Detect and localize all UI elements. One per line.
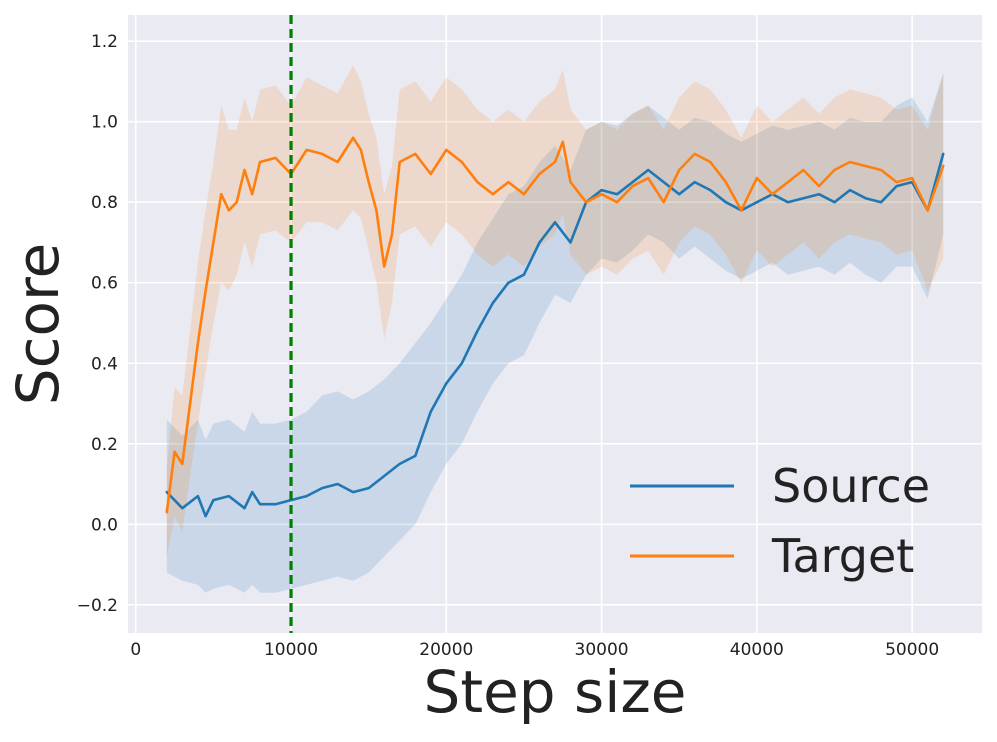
x-tick-label: 20000 bbox=[419, 640, 473, 660]
y-tick-label: 0.8 bbox=[91, 193, 118, 213]
y-tick-label: 1.0 bbox=[91, 113, 118, 133]
series-line-source bbox=[165, 152, 945, 518]
y-tick-label: 0.2 bbox=[91, 435, 118, 455]
y-tick-label: 0.6 bbox=[91, 274, 118, 294]
x-tick-label: 40000 bbox=[730, 640, 784, 660]
confidence-band-target bbox=[166, 65, 944, 557]
plot-area-background bbox=[128, 15, 982, 633]
confidence-band-source bbox=[166, 73, 944, 593]
confidence-bands bbox=[166, 65, 944, 593]
legend-label-target: Target bbox=[771, 529, 914, 583]
x-axis-title: Step size bbox=[424, 658, 687, 726]
legend-label-source: Source bbox=[772, 459, 930, 513]
y-tick-label: 1.2 bbox=[91, 32, 118, 52]
x-tick-label: 30000 bbox=[575, 640, 629, 660]
x-tick-label: 0 bbox=[130, 640, 141, 660]
legend: Source Target bbox=[630, 459, 930, 583]
series-lines bbox=[165, 136, 945, 518]
y-tick-label: −0.2 bbox=[77, 596, 118, 616]
x-tick-label: 10000 bbox=[264, 640, 318, 660]
y-axis-title: Score bbox=[4, 243, 72, 405]
y-tick-label: 0.0 bbox=[91, 515, 118, 535]
grid-lines bbox=[128, 15, 982, 633]
y-tick-label: 0.4 bbox=[91, 354, 118, 374]
series-line-target bbox=[165, 136, 945, 514]
x-tick-label: 50000 bbox=[885, 640, 939, 660]
tick-labels: 0 10000 20000 30000 40000 50000 −0.2 0.0 0.2 0.4 0… bbox=[77, 32, 939, 660]
